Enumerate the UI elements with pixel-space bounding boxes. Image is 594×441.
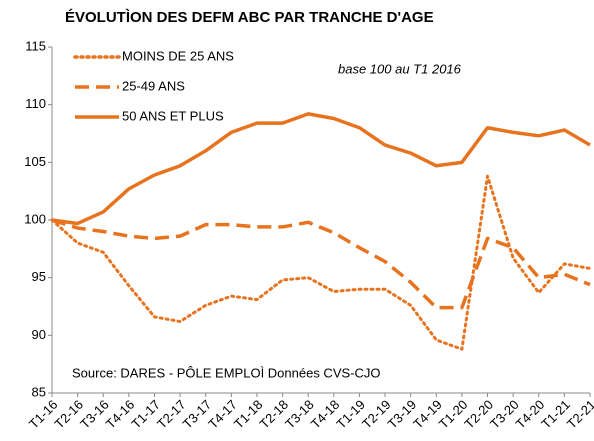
x-tick-label: T2-17 <box>154 397 189 432</box>
y-tick-label: 85 <box>32 384 46 399</box>
x-tick-label: T2-19 <box>359 397 394 432</box>
y-tick-label: 115 <box>25 38 46 53</box>
x-tick-label: T3-17 <box>180 397 215 432</box>
x-tick-label: T4-17 <box>205 397 240 432</box>
legend-label: 25-49 ANS <box>122 78 185 93</box>
line-series <box>50 174 592 351</box>
x-tick-label: T1-19 <box>333 397 368 432</box>
legend-label: 50 ANS ET PLUS <box>122 108 224 123</box>
x-tick-label: T3-16 <box>77 397 112 432</box>
x-tick-label: T1-16 <box>26 397 61 432</box>
x-tick-label: T2-21 <box>564 397 594 432</box>
x-tick-label: T2-20 <box>461 397 496 432</box>
annotation: Source: DARES - PÔLE EMPLOÌ Données CVS-… <box>72 365 381 380</box>
legend-label: MOINS DE 25 ANS <box>122 48 234 63</box>
x-tick-label: T3-18 <box>282 397 317 432</box>
x-tick-label: T3-19 <box>385 397 420 432</box>
y-tick-label: 95 <box>32 269 46 284</box>
x-tick-label: T2-16 <box>52 397 87 432</box>
x-tick-label: T1-17 <box>128 397 163 432</box>
annotation: base 100 au T1 2016 <box>338 61 462 76</box>
y-tick-label: 100 <box>24 211 46 226</box>
line-series <box>51 112 591 226</box>
x-tick-label: T4-18 <box>308 397 343 432</box>
line-series <box>51 218 591 310</box>
x-tick-label: T2-18 <box>256 397 291 432</box>
y-tick-label: 110 <box>25 96 46 111</box>
y-tick-label: 90 <box>32 327 46 342</box>
chart-title: ÉVOLUTÌON DES DEFM ABC PAR TRANCHE D'AGE <box>65 9 434 26</box>
x-tick-label: T4-16 <box>103 397 138 432</box>
x-tick-label: T1-20 <box>436 397 471 432</box>
x-tick-label: T4-19 <box>410 397 445 432</box>
x-tick-label: T1-18 <box>231 397 266 432</box>
x-tick-label: T1-21 <box>538 397 573 432</box>
y-tick-label: 105 <box>24 154 46 169</box>
x-tick-label: T4-20 <box>513 397 548 432</box>
x-tick-label: T3-20 <box>487 397 522 432</box>
